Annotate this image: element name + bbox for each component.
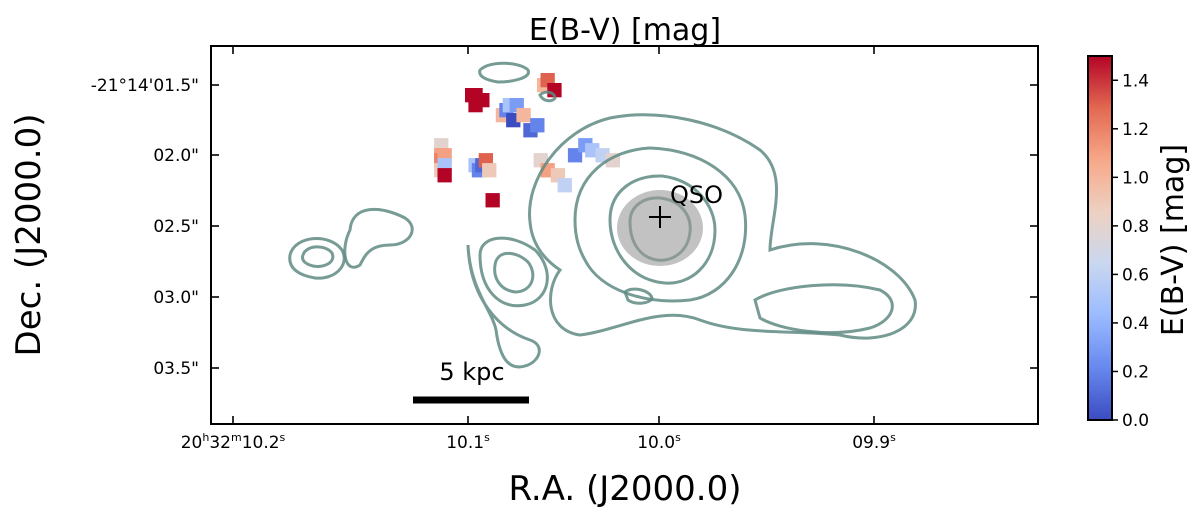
- heatmap-cell: [475, 93, 490, 108]
- heatmap-cell: [482, 163, 497, 178]
- heatmap-cell: [485, 193, 500, 208]
- qso-label: QSO: [670, 181, 723, 209]
- x-tick-labels: 20h32m10.2s 10.1s 10.0s 09.9s: [181, 431, 896, 453]
- heatmap-cell: [530, 118, 545, 133]
- chart-title: E(B-V) [mag]: [529, 13, 721, 48]
- x-tick-label: 20h32m10.2s: [181, 431, 286, 453]
- colorbar-label: E(B-V) [mag]: [1156, 144, 1191, 336]
- colorbar-ticks: 0.0 0.2 0.4 0.6 0.8 1.0 1.2 1.4: [1112, 71, 1149, 431]
- contour-east-blob: [753, 283, 894, 334]
- qso-cross-marker: [649, 206, 671, 228]
- x-tick-label: 10.0s: [637, 431, 681, 453]
- heatmap-cell: [516, 108, 531, 123]
- heatmap-cell: [557, 178, 572, 193]
- contour-south-outer: [466, 244, 541, 369]
- contour-north-small: [538, 90, 557, 103]
- contour-south-ring: [478, 236, 549, 308]
- colorbar-tick-label: 1.4: [1122, 71, 1149, 91]
- contour-mid-main: [573, 146, 748, 303]
- contour-south-ring-inner: [493, 251, 535, 294]
- contour-inner-main: [608, 174, 717, 285]
- y-tick-labels: -21°14'01.5" 02.0" 02.5" 03.0" 03.5": [91, 76, 199, 379]
- heatmap-cell: [437, 168, 452, 183]
- axis-ticks: [211, 46, 1038, 424]
- contour-west-ring: [343, 207, 414, 269]
- y-tick-label: -21°14'01.5": [91, 76, 199, 96]
- colorbar: 0.0 0.2 0.4 0.6 0.8 1.0 1.2 1.4 E(B-V) [mag]: [1087, 55, 1191, 431]
- plot-frame: [210, 45, 1039, 425]
- y-axis-label: Dec. (J2000.0): [9, 114, 49, 357]
- colorbar-tick-label: 0.4: [1122, 314, 1149, 334]
- contour-north-loop: [478, 61, 530, 84]
- colorbar-tick-label: 0.8: [1122, 217, 1149, 237]
- y-tick-label: 02.0": [153, 146, 199, 166]
- x-tick-label: 09.9s: [852, 431, 896, 453]
- colorbar-tick-label: 0.0: [1122, 411, 1149, 431]
- scalebar-label: 5 kpc: [439, 358, 504, 386]
- colorbar-tick-label: 0.2: [1122, 362, 1149, 382]
- y-tick-label: 02.5": [153, 217, 199, 237]
- y-tick-label: 03.5": [153, 359, 199, 379]
- colorbar-tick-label: 1.0: [1122, 168, 1149, 188]
- colorbar-tick-label: 1.2: [1122, 120, 1149, 140]
- contour-west-knot-inner: [301, 245, 335, 268]
- colorbar-tick-label: 0.6: [1122, 265, 1149, 285]
- y-tick-label: 03.0": [153, 288, 199, 308]
- x-axis-label: R.A. (J2000.0): [508, 469, 741, 509]
- contour-outer-main: [528, 113, 917, 340]
- x-tick-label: 10.1s: [446, 431, 490, 453]
- contour-west-knot: [288, 237, 346, 280]
- plot-area: QSO 5 kpc: [210, 45, 1039, 425]
- heatmap-cells: [434, 73, 620, 208]
- colorbar-gradient: [1087, 55, 1113, 421]
- contour-south-small: [623, 287, 654, 305]
